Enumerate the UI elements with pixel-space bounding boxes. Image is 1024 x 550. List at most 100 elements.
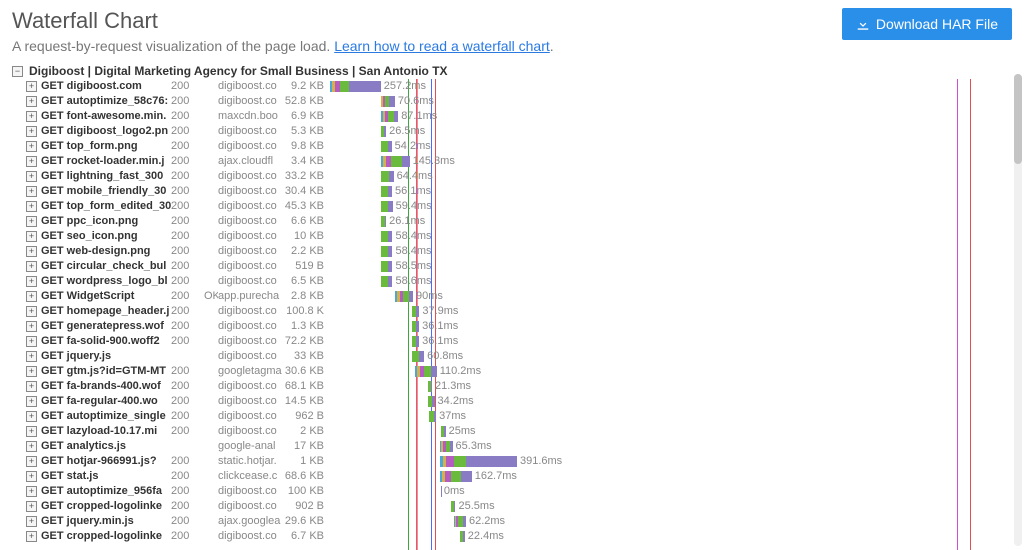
scrollbar[interactable]: [1014, 74, 1022, 546]
request-row[interactable]: +GET font-awesome.min.200maxcdn.boo6.9 K…: [26, 109, 1012, 124]
expand-icon[interactable]: +: [26, 231, 37, 242]
request-name: GET wordpress_logo_bl: [41, 274, 171, 289]
request-row[interactable]: +GET digiboost_logo2.pn200digiboost.co5.…: [26, 124, 1012, 139]
expand-icon[interactable]: +: [26, 81, 37, 92]
request-size: 1 KB: [282, 454, 330, 469]
expand-icon[interactable]: +: [26, 381, 37, 392]
request-row[interactable]: +GET hotjar-966991.js?200static.hotjar.1…: [26, 454, 1012, 469]
timing-label: 36.1ms: [419, 334, 458, 349]
request-host: digiboost.co: [218, 319, 282, 334]
request-row[interactable]: +GET jquery.jsdigiboost.co33 KB60.8ms: [26, 349, 1012, 364]
request-row[interactable]: +GET rocket-loader.min.j200ajax.cloudfl3…: [26, 154, 1012, 169]
request-row[interactable]: +GET top_form_edited_30200digiboost.co45…: [26, 199, 1012, 214]
request-timeline: 110.2ms: [330, 364, 1012, 379]
status-code: 200: [171, 364, 204, 379]
status-code: 200: [171, 454, 204, 469]
expand-icon[interactable]: +: [26, 291, 37, 302]
request-host: digiboost.co: [218, 499, 282, 514]
expand-icon[interactable]: +: [26, 96, 37, 107]
expand-icon[interactable]: +: [26, 306, 37, 317]
request-row[interactable]: +GET digiboost.com200digiboost.co9.2 KB2…: [26, 79, 1012, 94]
request-row[interactable]: +GET autoptimize_956fa200digiboost.co100…: [26, 484, 1012, 499]
request-timeline: 58.4ms: [330, 229, 1012, 244]
timing-segment-wait: [381, 276, 389, 287]
request-host: ajax.cloudfl: [218, 154, 282, 169]
expand-icon[interactable]: +: [26, 456, 37, 467]
request-row[interactable]: +GET lightning_fast_300200digiboost.co33…: [26, 169, 1012, 184]
collapse-icon[interactable]: −: [12, 66, 23, 77]
timing-segment-wait: [381, 186, 388, 197]
expand-icon[interactable]: +: [26, 171, 37, 182]
expand-icon[interactable]: +: [26, 441, 37, 452]
request-row[interactable]: +GET ppc_icon.png200digiboost.co6.6 KB26…: [26, 214, 1012, 229]
request-host: digiboost.co: [218, 334, 282, 349]
timing-label: 36.1ms: [419, 319, 458, 334]
request-row[interactable]: +GET seo_icon.png200digiboost.co10 KB58.…: [26, 229, 1012, 244]
request-row[interactable]: +GET generatepress.wof200digiboost.co1.3…: [26, 319, 1012, 334]
request-row[interactable]: +GET mobile_friendly_30200digiboost.co30…: [26, 184, 1012, 199]
expand-icon[interactable]: +: [26, 276, 37, 287]
expand-icon[interactable]: +: [26, 321, 37, 332]
expand-icon[interactable]: +: [26, 396, 37, 407]
request-row[interactable]: +GET fa-regular-400.wo200digiboost.co14.…: [26, 394, 1012, 409]
page-root: Waterfall Chart A request-by-request vis…: [0, 0, 1024, 550]
expand-icon[interactable]: +: [26, 111, 37, 122]
request-row[interactable]: +GET autoptimize_58c76:200digiboost.co52…: [26, 94, 1012, 109]
expand-icon[interactable]: +: [26, 141, 37, 152]
expand-icon[interactable]: +: [26, 486, 37, 497]
request-size: 2.8 KB: [282, 289, 330, 304]
page-row[interactable]: − Digiboost | Digital Marketing Agency f…: [12, 64, 1012, 79]
expand-icon[interactable]: +: [26, 336, 37, 347]
request-row[interactable]: +GET jquery.min.js200ajax.googlea29.6 KB…: [26, 514, 1012, 529]
request-row[interactable]: +GET fa-solid-900.woff2200digiboost.co72…: [26, 334, 1012, 349]
expand-icon[interactable]: +: [26, 531, 37, 542]
request-size: 33.2 KB: [282, 169, 330, 184]
timing-label: 58.4ms: [392, 229, 431, 244]
expand-icon[interactable]: +: [26, 261, 37, 272]
learn-link[interactable]: Learn how to read a waterfall chart: [334, 38, 550, 54]
request-name: GET circular_check_bul: [41, 259, 171, 274]
timing-label: 87.1ms: [398, 109, 437, 124]
timing-label: 25ms: [446, 424, 476, 439]
request-row[interactable]: +GET stat.js200clickcease.c68.6 KB162.7m…: [26, 469, 1012, 484]
download-icon: [856, 17, 870, 31]
timing-segment-wait: [451, 471, 461, 482]
request-row[interactable]: +GET gtm.js?id=GTM-MT200googletagma30.6 …: [26, 364, 1012, 379]
request-row[interactable]: +GET lazyload-10.17.mi200digiboost.co2 K…: [26, 424, 1012, 439]
request-row[interactable]: +GET WidgetScript200OKapp.purecha2.8 KB9…: [26, 289, 1012, 304]
download-har-button[interactable]: Download HAR File: [842, 8, 1012, 40]
expand-icon[interactable]: +: [26, 471, 37, 482]
request-name: GET jquery.min.js: [41, 514, 171, 529]
request-row[interactable]: +GET top_form.png200digiboost.co9.8 KB54…: [26, 139, 1012, 154]
expand-icon[interactable]: +: [26, 366, 37, 377]
request-size: 33 KB: [282, 349, 330, 364]
expand-icon[interactable]: +: [26, 351, 37, 362]
request-name: GET fa-regular-400.wo: [41, 394, 171, 409]
request-row[interactable]: +GET analytics.jsgoogle-anal17 KB65.3ms: [26, 439, 1012, 454]
request-row[interactable]: +GET circular_check_bul200digiboost.co51…: [26, 259, 1012, 274]
expand-icon[interactable]: +: [26, 201, 37, 212]
request-row[interactable]: +GET autoptimize_single200digiboost.co96…: [26, 409, 1012, 424]
expand-icon[interactable]: +: [26, 246, 37, 257]
request-host: digiboost.co: [218, 349, 282, 364]
status-code: 200: [171, 514, 204, 529]
expand-icon[interactable]: +: [26, 186, 37, 197]
request-row[interactable]: +GET homepage_header.j200digiboost.co100…: [26, 304, 1012, 319]
request-host: digiboost.co: [218, 79, 282, 94]
timing-label: 70.6ms: [395, 94, 434, 109]
expand-icon[interactable]: +: [26, 126, 37, 137]
request-row[interactable]: +GET cropped-logolinke200digiboost.co902…: [26, 499, 1012, 514]
expand-icon[interactable]: +: [26, 411, 37, 422]
expand-icon[interactable]: +: [26, 156, 37, 167]
request-name: GET top_form_edited_30: [41, 199, 171, 214]
request-row[interactable]: +GET fa-brands-400.wof200digiboost.co68.…: [26, 379, 1012, 394]
expand-icon[interactable]: +: [26, 501, 37, 512]
request-name: GET digiboost_logo2.pn: [41, 124, 171, 139]
scrollbar-thumb[interactable]: [1014, 74, 1022, 164]
expand-icon[interactable]: +: [26, 516, 37, 527]
request-row[interactable]: +GET web-design.png200digiboost.co2.2 KB…: [26, 244, 1012, 259]
request-row[interactable]: +GET wordpress_logo_bl200digiboost.co6.5…: [26, 274, 1012, 289]
request-row[interactable]: +GET cropped-logolinke200digiboost.co6.7…: [26, 529, 1012, 544]
expand-icon[interactable]: +: [26, 426, 37, 437]
expand-icon[interactable]: +: [26, 216, 37, 227]
